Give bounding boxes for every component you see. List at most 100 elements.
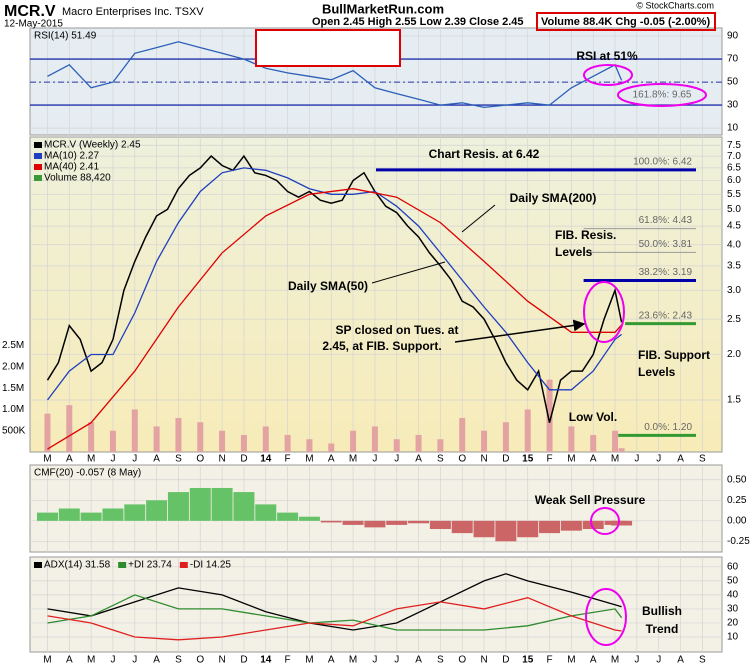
highlight [617, 83, 707, 107]
volume-bar [524, 409, 531, 452]
adx-panel [29, 556, 723, 653]
x-tick-label: M [349, 655, 357, 666]
volume-bar [44, 413, 51, 452]
annotation: 2.45, at FIB. Support. [322, 339, 441, 353]
volume-bar [350, 430, 357, 452]
x-tick-label: A [66, 454, 73, 465]
cmf-bar [342, 520, 364, 525]
x-tick-label: F [546, 655, 552, 666]
annotation: RSI at 51% [576, 49, 638, 63]
x-tick-label: F [285, 655, 291, 666]
annotation: SP closed on Tues. at [336, 323, 459, 337]
legend-swatch [118, 562, 127, 568]
volume-bar [153, 426, 160, 452]
volume-tick-label: 500K [2, 425, 26, 436]
volume-change: Volume 88.4K Chg -0.05 (-2.00%) [541, 16, 710, 28]
cmf-bar [36, 512, 58, 521]
y-tick-label: 7.0 [727, 151, 741, 162]
x-tick-label: S [175, 454, 182, 465]
x-tick-label: A [677, 454, 684, 465]
x-tick-label: A [328, 655, 335, 666]
x-tick-label: S [699, 655, 706, 666]
legend-swatch [34, 175, 42, 181]
cmf-bar [255, 504, 277, 521]
legend-label: MCR.V (Weekly) 2.45 [44, 140, 141, 151]
y-tick-label: 30 [727, 100, 739, 111]
series-line [46, 154, 623, 423]
y-tick-label: 70 [727, 54, 739, 65]
cmf-bar [473, 520, 495, 538]
x-tick-label: A [590, 655, 597, 666]
x-tick-label: 15 [522, 655, 534, 666]
highlight [585, 588, 627, 646]
legend-label: -DI 14.25 [190, 560, 232, 571]
volume-bar [262, 426, 269, 452]
y-tick-label: 10 [727, 632, 739, 643]
volume-tick-label: 2.0M [2, 362, 24, 373]
x-tick-label: J [110, 655, 115, 666]
y-tick-label: 2.5 [727, 314, 741, 325]
annotation: Chart Resis. at 6.42 [429, 147, 540, 161]
quote: Open 2.45 High 2.55 Low 2.39 Close 2.45 [312, 16, 524, 28]
x-tick-label: J [110, 454, 115, 465]
annotation: Trend [646, 622, 679, 636]
pointer [461, 204, 496, 233]
x-tick-label: M [43, 454, 51, 465]
x-tick-label: M [87, 454, 95, 465]
highlight [590, 507, 620, 535]
y-tick-label: 20 [727, 618, 739, 629]
x-tick-label: O [196, 655, 204, 666]
y-tick-label: -0.25 [727, 536, 750, 547]
cmf-bar [408, 520, 430, 524]
annotation: FIB. Support [638, 348, 710, 362]
volume-tick-label: 2.5M [2, 340, 24, 351]
volume-tick-label: 1.0M [2, 404, 24, 415]
annotation: Daily SMA(50) [288, 279, 368, 293]
volume-bar [131, 409, 138, 452]
x-tick-label: A [590, 454, 597, 465]
site: BullMarketRun.com [322, 1, 444, 16]
volume-tick-label: 1.5M [2, 383, 24, 394]
x-tick-label: M [349, 454, 357, 465]
cmf-bar [495, 520, 517, 542]
cmf-bar [277, 512, 299, 521]
x-tick-label: J [372, 655, 377, 666]
x-tick-label: F [285, 454, 291, 465]
y-tick-label: 1.5 [727, 395, 741, 406]
price-panel [29, 136, 723, 453]
cmf-bar [211, 487, 233, 521]
y-tick-label: 50 [727, 77, 739, 88]
x-tick-label: A [677, 655, 684, 666]
volume-box [536, 12, 716, 31]
date: 12-May-2015 [4, 19, 63, 30]
legend-label: Volume 88,420 [44, 173, 111, 184]
volume-bar [502, 422, 509, 452]
volume-bar [371, 426, 378, 452]
cmf-bar [80, 512, 102, 521]
y-tick-label: 6.0 [727, 175, 741, 186]
x-tick-label: D [502, 454, 509, 465]
y-tick-label: 3.5 [727, 261, 741, 272]
legend-label: +DI 23.74 [128, 560, 172, 571]
symbol: MCR.V [4, 3, 56, 20]
cmf-bar [167, 492, 189, 521]
y-tick-label: 4.0 [727, 239, 741, 250]
panel-title: CMF(20) -0.057 (8 May) [34, 468, 141, 479]
series-line [47, 41, 623, 109]
y-tick-label: 40 [727, 590, 739, 601]
volume-bar [612, 430, 619, 452]
volume-bar [306, 439, 313, 452]
x-tick-label: J [656, 655, 661, 666]
cmf-bar [582, 520, 604, 530]
x-tick-label: J [394, 655, 399, 666]
annotation: 161.8%: 9.65 [633, 90, 692, 101]
x-tick-label: M [43, 655, 51, 666]
fib-label: 100.0%: 6.42 [633, 156, 692, 167]
x-tick-label: O [196, 454, 204, 465]
fib-label: 0.0%: 1.20 [644, 422, 692, 433]
annotation: Weak Sell Pressure [535, 493, 646, 507]
volume-bar [197, 422, 204, 452]
volume-bar [618, 448, 625, 452]
volume-bar [459, 417, 466, 452]
x-tick-label: J [132, 655, 137, 666]
